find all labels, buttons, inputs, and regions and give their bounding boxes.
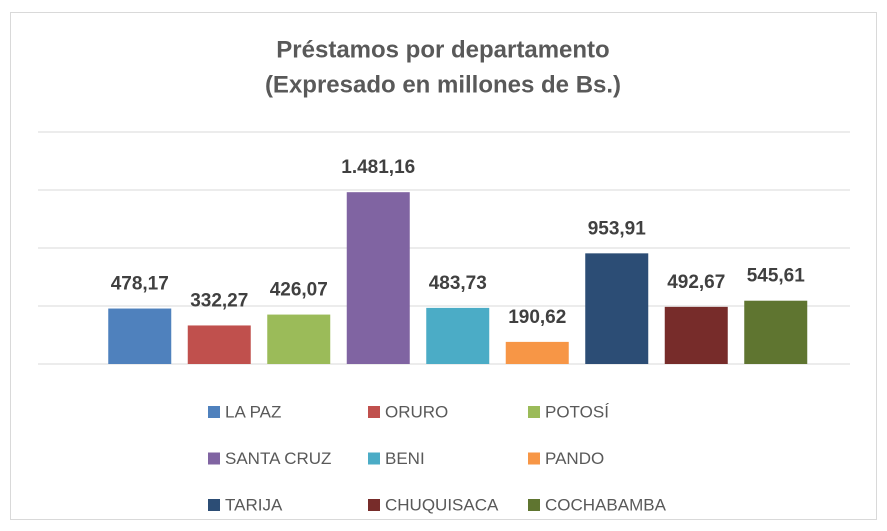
chart-frame [10,12,877,520]
legend-swatch [368,452,380,465]
value-label: 492,67 [667,272,725,293]
legend-label: BENI [385,449,425,468]
legend-swatch [528,452,540,465]
legend-swatch [208,499,220,511]
legend-label: CHUQUISACA [385,495,499,514]
value-label: 478,17 [111,274,169,295]
legend-label: TARIJA [225,495,283,514]
legend-label: POTOSÍ [545,402,609,421]
chart-title: Préstamos por departamento [276,36,609,63]
value-label: 190,62 [508,307,566,328]
legend-label: LA PAZ [225,402,281,421]
bar [187,325,251,364]
value-label: 1.481,16 [341,157,415,178]
bar [426,307,490,364]
legend-swatch [368,406,380,418]
legend-label: ORURO [385,402,448,421]
chart-subtitle: (Expresado en millones de Bs.) [265,71,621,98]
legend-swatch [368,499,380,511]
value-label: 953,91 [588,218,647,239]
bar [267,314,331,364]
legend-swatch [208,406,220,418]
bar [585,253,649,364]
legend-swatch [528,406,540,418]
value-label: 483,73 [429,273,487,294]
legend-label: PANDO [545,449,604,468]
legend-label: SANTA CRUZ [225,449,331,468]
legend-label: COCHABAMBA [545,495,667,514]
bar [744,300,808,364]
value-label: 426,07 [270,280,328,301]
bar [664,306,728,364]
value-label: 332,27 [190,290,248,311]
value-label: 545,61 [747,266,806,287]
legend-swatch [528,499,540,511]
legend-swatch [208,452,220,465]
bar [505,341,569,364]
bar [346,192,410,364]
bar [108,308,172,364]
